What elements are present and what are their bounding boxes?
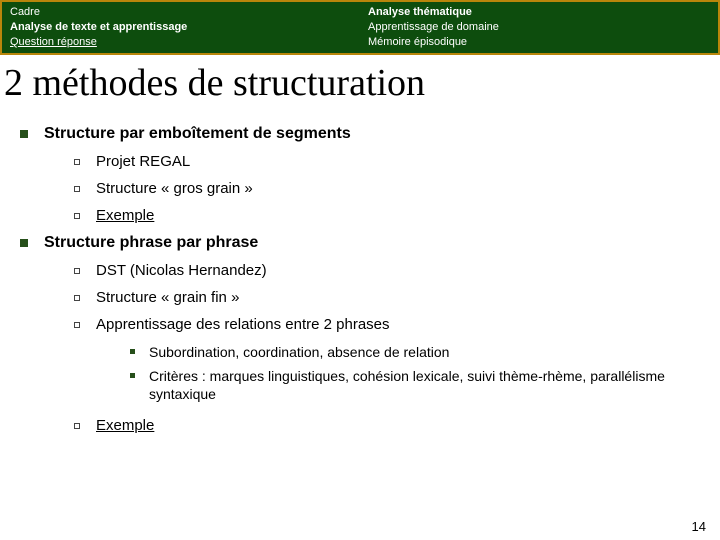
list-item: DST (Nicolas Hernandez) xyxy=(74,262,700,279)
list-item: Apprentissage des relations entre 2 phra… xyxy=(74,316,700,333)
list-item: Projet REGAL xyxy=(74,153,700,170)
list-item: Exemple xyxy=(74,207,700,224)
list-item: Exemple xyxy=(74,417,700,434)
header-left-line2: Analyse de texte et apprentissage xyxy=(10,20,352,35)
section1-heading: Structure par emboîtement de segments xyxy=(44,125,351,143)
section2-heading: Structure phrase par phrase xyxy=(44,234,258,252)
section1-item2-link[interactable]: Exemple xyxy=(96,207,154,224)
hollow-square-icon xyxy=(74,159,80,165)
section2-item2: Apprentissage des relations entre 2 phra… xyxy=(96,316,390,333)
section2-heading-row: Structure phrase par phrase xyxy=(20,234,700,252)
section1-item0: Projet REGAL xyxy=(96,153,190,170)
small-square-icon xyxy=(130,373,135,378)
list-subitem: Subordination, coordination, absence de … xyxy=(130,343,700,361)
header-right: Analyse thématique Apprentissage de doma… xyxy=(360,2,718,53)
square-bullet-icon xyxy=(20,130,28,138)
hollow-square-icon xyxy=(74,423,80,429)
header-right-line2: Apprentissage de domaine xyxy=(368,20,710,35)
hollow-square-icon xyxy=(74,213,80,219)
section2-item1: Structure « grain fin » xyxy=(96,289,239,306)
page-number: 14 xyxy=(692,519,706,534)
header-bar: Cadre Analyse de texte et apprentissage … xyxy=(0,0,720,55)
square-bullet-icon xyxy=(20,239,28,247)
slide-title: 2 méthodes de structuration xyxy=(0,55,720,115)
section2-item3-link[interactable]: Exemple xyxy=(96,417,154,434)
section2-sub0: Subordination, coordination, absence de … xyxy=(149,343,449,361)
section2-item0: DST (Nicolas Hernandez) xyxy=(96,262,267,279)
hollow-square-icon xyxy=(74,268,80,274)
hollow-square-icon xyxy=(74,322,80,328)
list-subitem: Critères : marques linguistiques, cohési… xyxy=(130,367,700,403)
hollow-square-icon xyxy=(74,186,80,192)
header-right-line1: Analyse thématique xyxy=(368,5,710,20)
hollow-square-icon xyxy=(74,295,80,301)
header-left-line3: Question réponse xyxy=(10,35,352,50)
list-item: Structure « grain fin » xyxy=(74,289,700,306)
section1-heading-row: Structure par emboîtement de segments xyxy=(20,125,700,143)
header-right-line3: Mémoire épisodique xyxy=(368,35,710,50)
section2-sub1: Critères : marques linguistiques, cohési… xyxy=(149,367,700,403)
slide-content: Structure par emboîtement de segments Pr… xyxy=(0,125,720,435)
header-left: Cadre Analyse de texte et apprentissage … xyxy=(2,2,360,53)
list-item: Structure « gros grain » xyxy=(74,180,700,197)
header-left-line1: Cadre xyxy=(10,5,352,20)
small-square-icon xyxy=(130,349,135,354)
section1-item1: Structure « gros grain » xyxy=(96,180,253,197)
